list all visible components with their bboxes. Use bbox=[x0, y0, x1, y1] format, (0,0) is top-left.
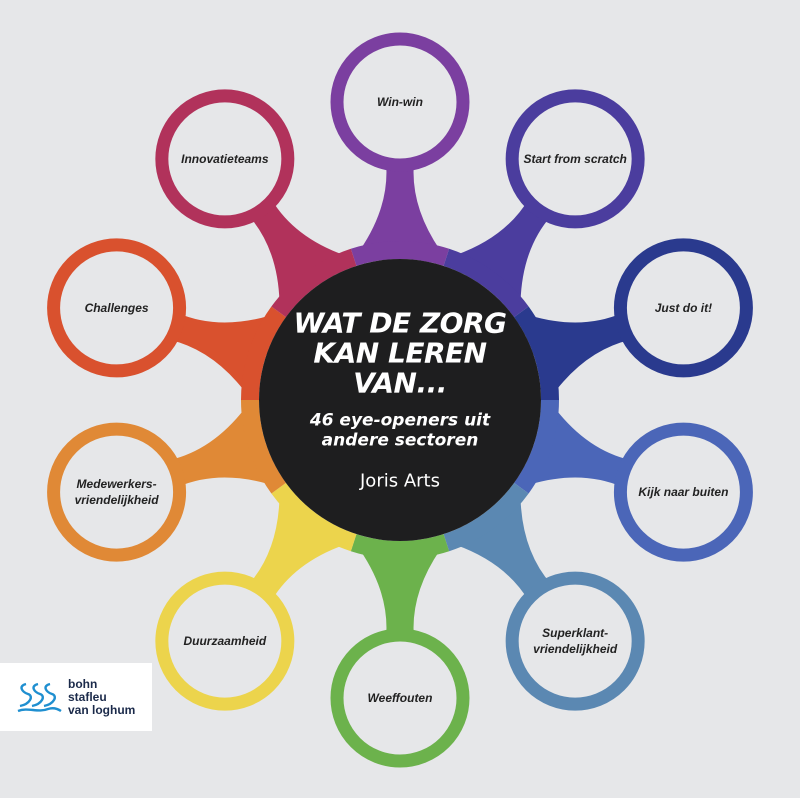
connector bbox=[360, 550, 440, 638]
title-line-2: KAN LEREN VAN... bbox=[313, 336, 487, 400]
node-circle bbox=[613, 238, 753, 378]
node-label: Win-win bbox=[377, 95, 423, 109]
node-label: Kijk naar buiten bbox=[638, 485, 729, 500]
connector bbox=[248, 497, 345, 601]
publisher-line-3: van loghum bbox=[68, 702, 136, 717]
book-title: WAT DE ZORG KAN LEREN VAN... bbox=[265, 306, 535, 400]
connector bbox=[360, 162, 440, 250]
subtitle-line-2: andere sectoren bbox=[321, 430, 479, 451]
node-circle bbox=[505, 89, 645, 229]
node-circle bbox=[47, 238, 187, 378]
publisher-wave-icon bbox=[17, 682, 62, 713]
ring-segment bbox=[241, 399, 287, 494]
ring-segment bbox=[513, 306, 559, 401]
connector bbox=[455, 497, 552, 601]
connectors bbox=[169, 162, 631, 638]
node-label: Weeffouten bbox=[367, 691, 433, 705]
connector bbox=[455, 199, 552, 303]
ring-segment bbox=[350, 534, 450, 559]
node-circle bbox=[330, 628, 470, 768]
node-circle bbox=[47, 422, 187, 562]
title-line-1: WAT DE ZORG bbox=[293, 306, 508, 340]
node-circle bbox=[155, 89, 295, 229]
ring-segment bbox=[241, 306, 287, 401]
subtitle-line-1: 46 eye-openers uit bbox=[309, 410, 491, 431]
nodes bbox=[47, 32, 753, 768]
ring-segment bbox=[350, 241, 450, 266]
node-label: Superklant-vriendelijkheid bbox=[533, 626, 618, 657]
ring-segment bbox=[271, 482, 357, 552]
ring-segment bbox=[443, 248, 529, 318]
author-name: Joris Arts bbox=[360, 470, 440, 492]
book-subtitle: 46 eye-openers uit andere sectoren bbox=[265, 411, 535, 451]
node-label: Just do it! bbox=[654, 300, 713, 315]
node-circle bbox=[613, 422, 753, 562]
node-label: Challenges bbox=[84, 300, 149, 315]
node-label: Medewerkers-vriendelijkheid bbox=[74, 477, 159, 508]
center-circle bbox=[259, 259, 541, 541]
center-ring bbox=[241, 241, 559, 559]
publisher-line-2: stafleu bbox=[68, 689, 107, 704]
ring-segment bbox=[443, 482, 529, 552]
publisher-line-1: bohn bbox=[68, 676, 98, 691]
node-circle bbox=[155, 571, 295, 711]
publisher-logo: bohn stafleu van loghum bbox=[0, 663, 152, 731]
publisher-name: bohn stafleu van loghum bbox=[68, 676, 136, 717]
node-circle bbox=[330, 32, 470, 172]
connector bbox=[248, 199, 345, 303]
node-label: Innovatieteams bbox=[181, 151, 269, 166]
ring-segment bbox=[513, 399, 559, 494]
node-label: Start from scratch bbox=[523, 151, 627, 166]
center-title-block: WAT DE ZORG KAN LEREN VAN... 46 eye-open… bbox=[265, 306, 535, 492]
node-circle bbox=[505, 571, 645, 711]
ring-segment bbox=[271, 248, 357, 318]
node-label: Duurzaamheid bbox=[183, 634, 267, 649]
